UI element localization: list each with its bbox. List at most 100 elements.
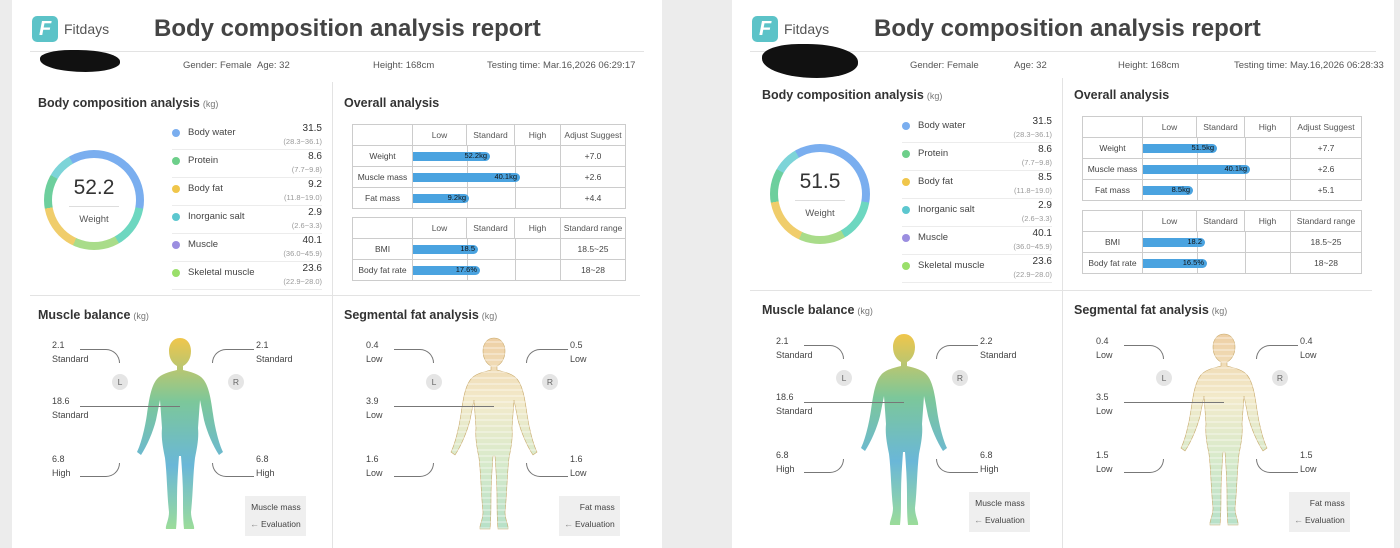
- leader-line: [804, 345, 844, 359]
- overall-title: Overall analysis: [1074, 88, 1170, 102]
- composition-title: Body composition analysis (kg): [762, 88, 942, 102]
- left-arm-value: 0.4: [1096, 336, 1109, 346]
- composition-item: Inorganic salt 2.9 (2.6~3.3): [902, 199, 1052, 227]
- gender-text: Gender: Female: [910, 60, 979, 71]
- body-silhouette: [137, 338, 223, 529]
- left-leg-value: 1.6: [366, 454, 379, 464]
- fat-unit: (kg): [481, 311, 498, 321]
- trunk-value: 18.6: [776, 392, 794, 402]
- composition-item: Protein 8.6 (7.7~9.8): [902, 143, 1052, 171]
- right-side-badge: R: [228, 374, 244, 390]
- composition-title-text: Body composition analysis: [762, 88, 924, 102]
- composition-item: Muscle 40.1 (36.0~45.9): [172, 234, 322, 262]
- right-arm-value: 0.4: [1300, 336, 1313, 346]
- column-header: Low: [412, 124, 467, 146]
- left-arm-evaluation: Low: [1096, 350, 1113, 360]
- column-header: High: [1244, 210, 1291, 232]
- item-range: (7.7~9.8): [291, 165, 322, 174]
- leader-line: [212, 349, 254, 363]
- item-value: 9.2: [308, 179, 322, 190]
- legend-dot-icon: [902, 150, 910, 158]
- adjust-suggest-value: +2.6: [560, 166, 626, 188]
- fat-title-text: Segmental fat analysis: [1074, 303, 1209, 317]
- bar-cell: 40.1kg: [1142, 158, 1291, 180]
- item-range: (22.9~28.0): [283, 277, 322, 286]
- muscle-mass-evaluation-legend: Muscle mass ← Evaluation: [245, 496, 306, 536]
- row-label: Muscle mass: [1082, 158, 1143, 180]
- table-row: Body fat rate 17.6% 18~28: [352, 259, 626, 281]
- column-header: Standard: [466, 124, 515, 146]
- table-header-row: Low Standard High Adjust Suggest: [352, 124, 626, 146]
- right-leg-value: 6.8: [980, 450, 993, 460]
- bar-value-label: 40.1kg: [1224, 164, 1247, 174]
- right-leg-reading: 1.6 Low: [570, 452, 587, 480]
- weight-label: Weight: [805, 208, 835, 219]
- left-arm-reading: 2.1 Standard: [52, 338, 89, 366]
- leader-line: [1124, 402, 1224, 403]
- item-range: (7.7~9.8): [1021, 158, 1052, 167]
- overall-analysis-table: Low Standard High Adjust Suggest Weight 52.2k…: [352, 124, 626, 209]
- muscle-unit: (kg): [133, 311, 149, 321]
- row-label: Muscle mass: [352, 166, 413, 188]
- left-arm-evaluation: Standard: [52, 354, 89, 364]
- right-arm-evaluation: Standard: [256, 354, 293, 364]
- column-header: Standard: [1196, 116, 1245, 138]
- leader-line: [804, 402, 904, 403]
- report-left: Fitdays Body composition analysis report…: [12, 0, 662, 548]
- muscle-title-text: Muscle balance: [762, 303, 855, 317]
- right-leg-evaluation: High: [256, 468, 275, 478]
- bar-cell: 16.5%: [1142, 252, 1291, 274]
- muscle-balance-title: Muscle balance (kg): [38, 308, 149, 322]
- right-arm-evaluation: Standard: [980, 350, 1017, 360]
- item-range: (36.0~45.9): [283, 249, 322, 258]
- bar-value-label: 52.2kg: [464, 151, 487, 161]
- value-bar: 8.5kg: [1143, 185, 1193, 196]
- table-row: Weight 52.2kg +7.0: [352, 145, 626, 167]
- leader-line: [80, 349, 120, 363]
- table-header-row: Low Standard High Adjust Suggest: [1082, 116, 1362, 138]
- legend-dot-icon: [902, 262, 910, 270]
- row-label: Fat mass: [1082, 179, 1143, 201]
- legend-caption: ← Evaluation: [564, 516, 615, 533]
- fat-title-text: Segmental fat analysis: [344, 308, 479, 322]
- row-label: Fat mass: [352, 187, 413, 209]
- item-value: 40.1: [302, 235, 322, 246]
- testing-time-text: Testing time: May.16,2026 06:28:33: [1234, 60, 1384, 71]
- muscle-mass-evaluation-legend: Muscle mass ← Evaluation: [969, 492, 1030, 532]
- left-leg-evaluation: Low: [366, 468, 383, 478]
- legend-dot-icon: [172, 129, 180, 137]
- table-row: Muscle mass 40.1kg +2.6: [352, 166, 626, 188]
- column-header: Standard range: [560, 217, 626, 239]
- overall-analysis-table: Low Standard High Adjust Suggest Weight 51.5k…: [1082, 116, 1362, 201]
- right-arm-reading: 0.5 Low: [570, 338, 587, 366]
- bar-value-label: 17.6%: [455, 265, 477, 275]
- donut-divider: [795, 200, 845, 201]
- column-header: Adjust Suggest: [560, 124, 626, 146]
- legend-dot-icon: [902, 234, 910, 242]
- column-header: Standard: [466, 217, 515, 239]
- left-arm-evaluation: Standard: [776, 350, 813, 360]
- body-silhouette: [1180, 333, 1268, 526]
- muscle-unit: (kg): [857, 306, 873, 316]
- value-bar: 18.2: [1143, 237, 1205, 248]
- left-leg-evaluation: High: [776, 464, 795, 474]
- leader-line: [80, 463, 120, 477]
- body-figure-wrap: [1169, 330, 1279, 535]
- report-right: Fitdays Body composition analysis report…: [732, 0, 1394, 548]
- legend-dot-icon: [172, 157, 180, 165]
- left-arm-reading: 0.4 Low: [366, 338, 383, 366]
- leader-line: [1124, 345, 1164, 359]
- item-name: Protein: [188, 155, 219, 166]
- value-bar: 51.5kg: [1143, 143, 1217, 154]
- legend-caption-text: Evaluation: [261, 519, 301, 529]
- item-name: Protein: [918, 148, 949, 159]
- composition-item: Body water 31.5 (28.3~36.1): [902, 115, 1052, 143]
- left-side-badge: L: [426, 374, 442, 390]
- value-bar: 16.5%: [1143, 258, 1207, 269]
- fat-unit: (kg): [1211, 306, 1228, 316]
- value-bar: 40.1kg: [413, 172, 520, 183]
- right-arm-reading: 2.2 Standard: [980, 334, 1017, 362]
- bar-value-label: 51.5kg: [1191, 143, 1214, 153]
- left-side-badge: L: [836, 370, 852, 386]
- composition-list: Body water 31.5 (28.3~36.1) Protein 8.6 (7.7~…: [172, 122, 322, 290]
